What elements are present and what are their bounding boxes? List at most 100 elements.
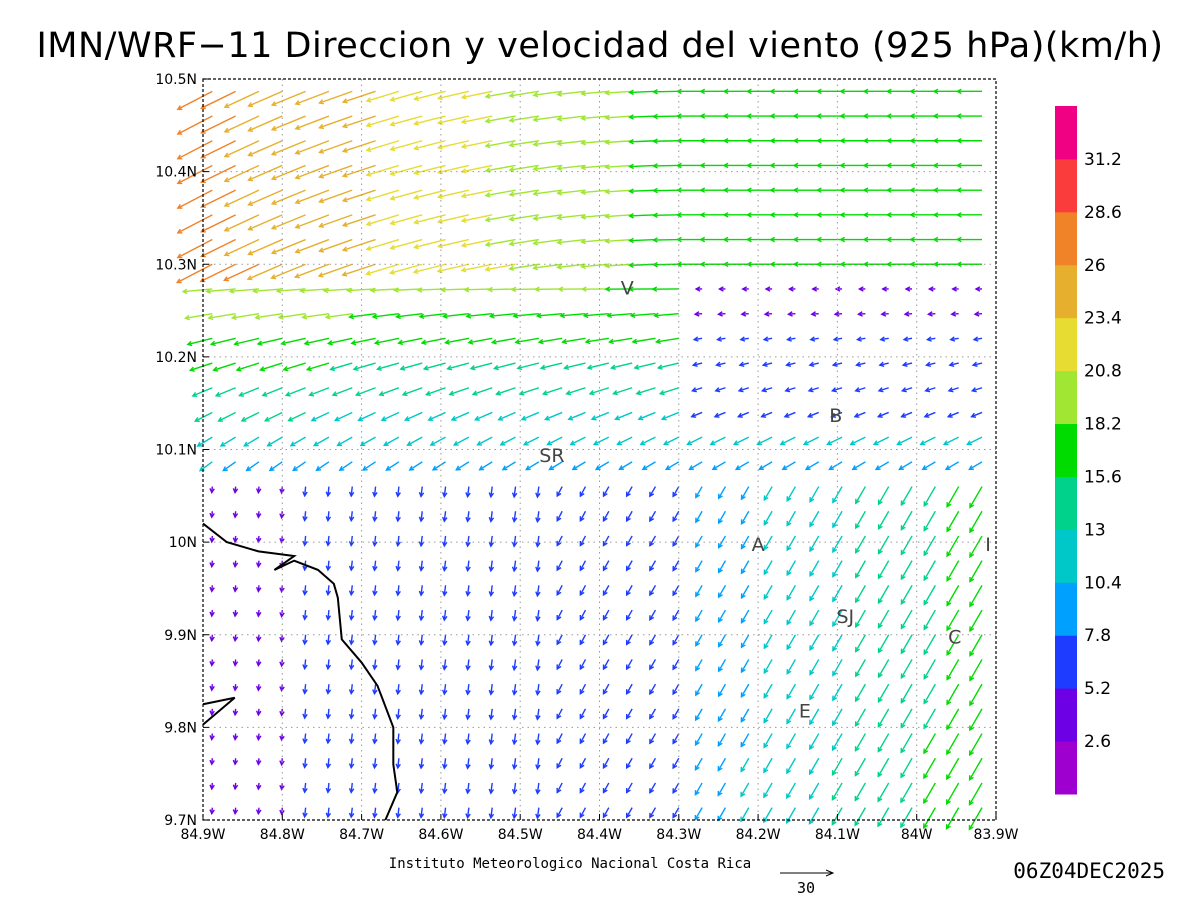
wind-vector bbox=[223, 263, 260, 282]
wind-vector bbox=[652, 237, 679, 243]
wind-vector bbox=[625, 634, 633, 646]
wind-vector bbox=[263, 411, 283, 422]
wind-vector bbox=[579, 782, 587, 794]
wind-vector bbox=[691, 387, 703, 393]
wind-vector bbox=[694, 807, 703, 821]
wind-vector bbox=[900, 486, 913, 507]
wind-vector bbox=[807, 387, 819, 393]
wind-vector bbox=[442, 634, 448, 647]
wind-vector bbox=[625, 733, 633, 745]
wind-vector bbox=[348, 733, 355, 745]
wind-vector bbox=[717, 683, 727, 698]
wind-vector bbox=[442, 733, 448, 745]
wind-vector bbox=[792, 162, 819, 169]
wind-vector bbox=[556, 585, 563, 597]
wind-vector bbox=[832, 659, 843, 677]
wind-vector bbox=[602, 733, 610, 745]
wind-vector bbox=[511, 511, 518, 524]
wind-vector bbox=[181, 288, 213, 295]
wind-vector bbox=[658, 387, 680, 396]
wind-vector bbox=[284, 387, 306, 397]
wind-vector bbox=[722, 212, 749, 218]
wind-vector bbox=[395, 560, 401, 572]
wind-vector bbox=[909, 162, 936, 169]
wind-vector bbox=[877, 634, 890, 654]
wind-vector bbox=[652, 163, 679, 169]
wind-vector bbox=[465, 486, 471, 499]
wind-vector bbox=[516, 362, 540, 371]
wind-vector bbox=[488, 486, 495, 499]
wind-vector bbox=[348, 684, 355, 696]
wind-vector bbox=[625, 659, 633, 671]
wind-vector bbox=[955, 162, 983, 169]
wind-vector bbox=[372, 807, 378, 819]
wind-vector bbox=[854, 733, 866, 752]
wind-vector bbox=[535, 511, 541, 524]
wind-vector bbox=[442, 684, 448, 696]
wind-vector bbox=[465, 511, 471, 523]
wind-vector bbox=[176, 90, 213, 111]
wind-vector bbox=[372, 585, 378, 597]
wind-vector bbox=[217, 411, 236, 422]
wind-vector bbox=[606, 312, 633, 319]
wind-vector bbox=[325, 807, 332, 819]
wind-vector bbox=[885, 212, 913, 218]
wind-vector bbox=[839, 212, 866, 218]
wind-vector bbox=[876, 411, 889, 418]
wind-vector bbox=[649, 757, 657, 770]
wind-vector bbox=[579, 510, 587, 523]
wind-vector bbox=[247, 214, 283, 231]
wind-vector bbox=[604, 188, 633, 195]
wind-vector bbox=[715, 361, 726, 368]
wind-vector bbox=[302, 758, 308, 769]
wind-vector bbox=[255, 609, 262, 618]
wind-vector bbox=[535, 684, 541, 697]
wind-vector bbox=[604, 238, 633, 244]
wind-vector bbox=[602, 683, 610, 695]
wind-vector bbox=[830, 411, 843, 418]
wind-vector bbox=[556, 263, 586, 270]
wind-vector bbox=[418, 535, 425, 548]
wind-vector bbox=[255, 585, 262, 593]
wind-vector bbox=[294, 140, 330, 155]
wind-vector bbox=[556, 535, 563, 547]
wind-vector bbox=[579, 560, 587, 572]
wind-vector bbox=[418, 609, 425, 622]
wind-vector bbox=[465, 312, 493, 319]
wind-vector bbox=[511, 733, 518, 746]
wind-vector bbox=[602, 535, 610, 547]
wind-vector bbox=[465, 609, 471, 622]
wind-vector bbox=[488, 659, 495, 672]
wind-vector bbox=[183, 312, 213, 321]
wind-vector bbox=[561, 337, 586, 345]
wind-vector bbox=[497, 411, 516, 421]
wind-vector bbox=[672, 708, 680, 720]
wind-vector bbox=[717, 708, 727, 723]
wind-vector bbox=[535, 782, 541, 795]
x-tick-label: 83.9W bbox=[973, 827, 1018, 843]
wind-vector bbox=[565, 387, 586, 396]
wind-vector bbox=[372, 560, 378, 572]
wind-vector bbox=[270, 263, 306, 280]
wind-vector bbox=[395, 708, 401, 721]
wind-vector bbox=[862, 88, 889, 95]
wind-vector bbox=[270, 214, 306, 230]
wind-vector bbox=[348, 782, 355, 794]
wind-vector bbox=[533, 286, 563, 293]
wind-vector bbox=[676, 212, 703, 218]
wind-vector bbox=[672, 560, 680, 572]
wind-vector bbox=[769, 212, 796, 218]
wind-vector bbox=[692, 336, 703, 342]
wind-vector bbox=[247, 140, 283, 157]
wind-vector bbox=[695, 486, 703, 499]
wind-vector bbox=[418, 758, 425, 770]
wind-vector bbox=[294, 214, 330, 229]
wind-vector bbox=[694, 708, 703, 722]
wind-vector bbox=[946, 634, 960, 657]
wind-vector bbox=[900, 659, 913, 680]
wind-vector bbox=[315, 461, 330, 472]
colorbar-label: 2.6 bbox=[1084, 732, 1111, 752]
wind-vector bbox=[639, 436, 656, 446]
wind-vector bbox=[223, 238, 260, 257]
wind-vector bbox=[628, 213, 656, 219]
